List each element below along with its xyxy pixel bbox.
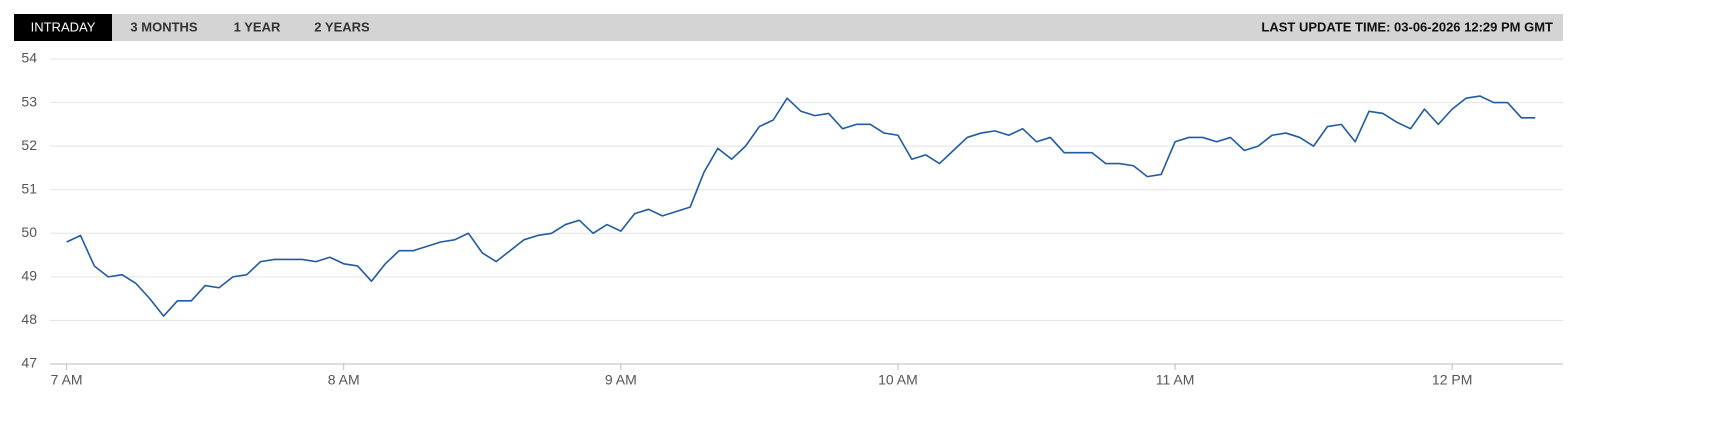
active-tab-bg <box>14 14 112 41</box>
x-tick-label: 11 AM <box>1156 372 1195 388</box>
y-tick-label: 49 <box>21 268 37 284</box>
tab[interactable]: 2 YEARS <box>314 19 370 34</box>
tab[interactable]: 3 MONTHS <box>130 19 198 34</box>
y-tick-label: 53 <box>21 93 37 109</box>
y-tick-label: 51 <box>21 180 37 196</box>
y-tick-label: 52 <box>21 137 37 153</box>
y-tick-label: 48 <box>21 311 37 327</box>
x-tick-label: 10 AM <box>878 372 918 388</box>
x-tick-label: 9 AM <box>605 372 637 388</box>
x-tick-label: 12 PM <box>1432 372 1472 388</box>
tab[interactable]: INTRADAY <box>31 19 96 34</box>
y-tick-label: 54 <box>21 50 37 66</box>
x-tick-label: 7 AM <box>51 372 83 388</box>
y-tick-label: 50 <box>21 224 37 240</box>
x-tick-label: 8 AM <box>328 372 360 388</box>
last-update: LAST UPDATE TIME: 03-06-2026 12:29 PM GM… <box>1261 19 1553 34</box>
tab-bar <box>14 14 1563 41</box>
tab[interactable]: 1 YEAR <box>234 19 281 34</box>
price-line <box>66 95 1536 317</box>
y-tick-label: 47 <box>21 355 37 371</box>
